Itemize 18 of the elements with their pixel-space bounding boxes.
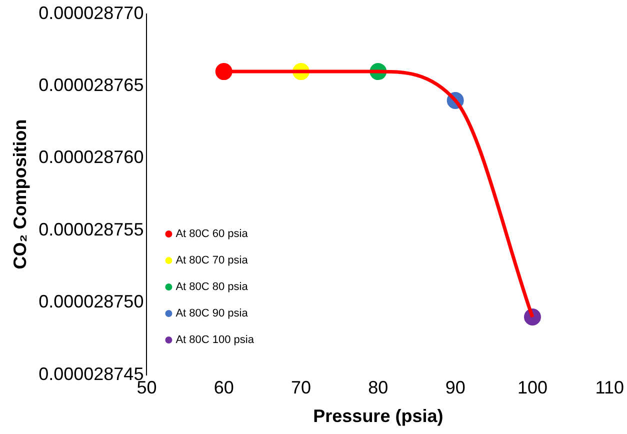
legend-label: At 80C 100 psia bbox=[176, 334, 255, 346]
y-tick-label: 0.000028765 bbox=[38, 74, 144, 95]
legend-label: At 80C 90 psia bbox=[176, 308, 249, 320]
x-axis-title: Pressure (psia) bbox=[313, 406, 444, 426]
legend-label: At 80C 80 psia bbox=[176, 281, 249, 294]
x-tick-label: 80 bbox=[368, 378, 388, 398]
x-tick-label: 60 bbox=[214, 378, 234, 398]
x-tick-label: 90 bbox=[445, 378, 466, 398]
legend-label: At 80C 70 psia bbox=[176, 254, 249, 267]
legend-label: At 80C 60 psia bbox=[176, 228, 249, 240]
x-tick-label: 110 bbox=[595, 378, 624, 398]
x-tick-label: 100 bbox=[517, 378, 548, 398]
x-tick-label: 70 bbox=[291, 378, 312, 398]
y-tick-label: 0.000028755 bbox=[38, 219, 144, 240]
y-tick-label: 0.000028770 bbox=[38, 2, 144, 23]
y-tick-label: 0.000028760 bbox=[38, 147, 144, 168]
y-axis-title: CO₂ Composition bbox=[10, 119, 30, 270]
y-tick-label: 0.000028750 bbox=[38, 292, 144, 312]
